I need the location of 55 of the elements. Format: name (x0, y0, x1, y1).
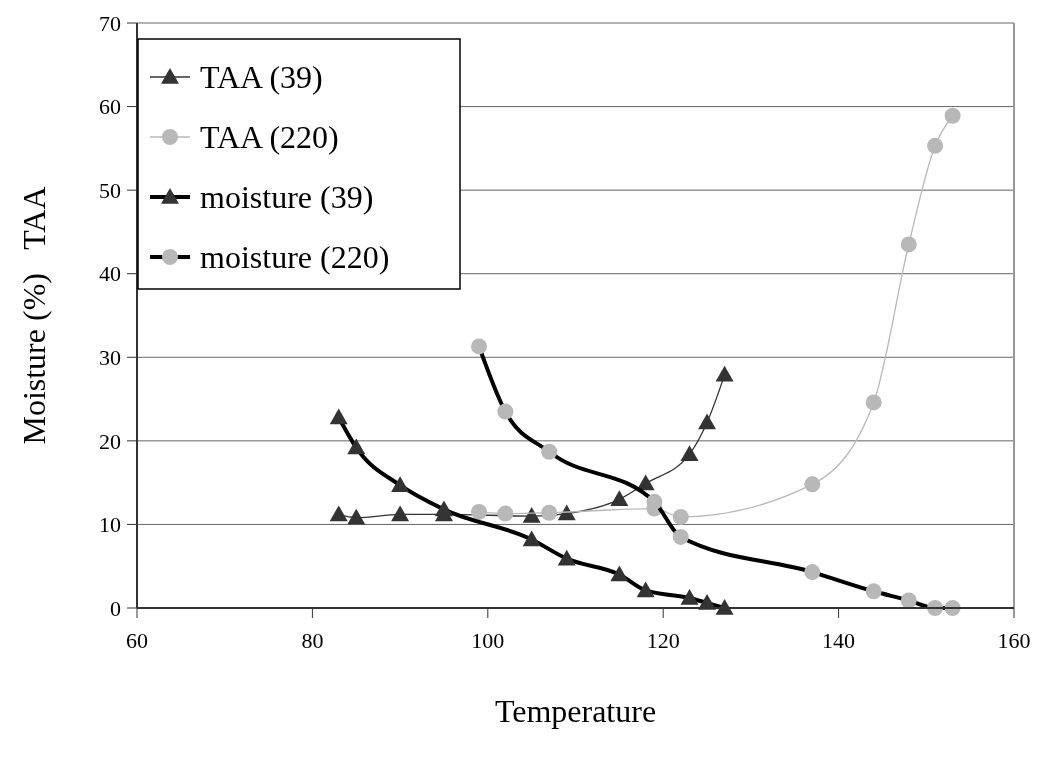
point (497, 403, 514, 420)
x-axis-title: Temperature (494, 693, 657, 729)
x-tick-label: 160 (997, 628, 1031, 653)
x-tick-label: 80 (301, 628, 324, 653)
point (522, 507, 541, 523)
point (804, 564, 821, 581)
y-tick-label: 30 (99, 344, 121, 370)
point (497, 505, 514, 522)
y-tick-label: 10 (99, 512, 121, 538)
point (636, 581, 655, 598)
legend-label: moisture (39) (200, 179, 374, 216)
legend-label: moisture (220) (200, 239, 390, 276)
point (900, 236, 917, 253)
point (329, 505, 348, 522)
point (672, 528, 689, 545)
point (329, 408, 348, 425)
y-axis-title: Moisture (%) TAA (16, 186, 52, 445)
point (865, 394, 882, 411)
point (434, 500, 453, 517)
point (680, 588, 699, 605)
point (927, 137, 944, 154)
point (646, 493, 663, 510)
y-tick-label: 20 (99, 428, 121, 454)
y-tick-label: 0 (110, 595, 121, 621)
point (610, 565, 629, 582)
x-tick-label: 140 (822, 628, 856, 653)
x-tick-label: 60 (126, 628, 148, 653)
point (471, 503, 488, 520)
x-tick-label: 120 (646, 628, 680, 653)
point (541, 443, 558, 460)
point (900, 592, 917, 609)
point (557, 549, 576, 566)
point (804, 476, 821, 493)
point (715, 365, 734, 382)
y-tick-label: 50 (99, 177, 121, 203)
point (680, 445, 699, 461)
point (347, 438, 366, 455)
point (865, 583, 882, 600)
point (672, 508, 689, 525)
point (471, 338, 488, 355)
y-tick-label: 60 (99, 94, 121, 120)
point (698, 413, 717, 430)
point (391, 505, 410, 522)
x-tick-label: 100 (471, 628, 505, 653)
legend-label: TAA (220) (200, 119, 339, 156)
point (391, 476, 410, 492)
point (944, 107, 961, 124)
y-tick-label: 70 (99, 10, 121, 36)
point (636, 474, 655, 491)
point (541, 504, 558, 521)
legend-label: TAA (39) (200, 59, 323, 96)
point (610, 490, 629, 507)
point (347, 508, 366, 525)
y-tick-label: 40 (99, 261, 121, 287)
point (522, 530, 541, 547)
